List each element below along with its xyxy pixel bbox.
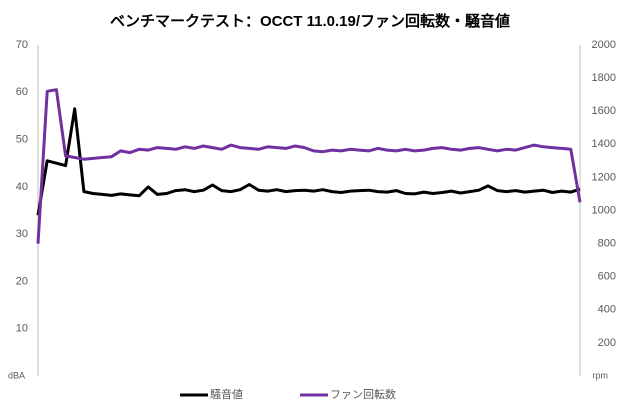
y-tick-label: 20	[16, 275, 28, 287]
y-tick-label: 60	[16, 86, 28, 98]
y2-tick-label: 800	[598, 238, 616, 250]
line-series	[36, 88, 582, 244]
y2-tick-label: 400	[598, 304, 616, 316]
line-series	[36, 107, 581, 216]
y-tick-label: 30	[16, 228, 28, 240]
chart-title: ベンチマークテスト：OCCT 11.0.19/ファン回転数・騒音値	[110, 12, 510, 30]
y-tick-label: 50	[16, 133, 28, 145]
y-tick-label: 70	[16, 39, 28, 51]
legend-label: ファン回転数	[330, 388, 396, 401]
y-tick-label: 10	[16, 323, 28, 335]
y2-tick-label: 1000	[592, 204, 616, 216]
y2-tick-label: 1400	[592, 138, 616, 150]
y-axis-label: dBA	[8, 370, 25, 380]
y-tick-label: 40	[16, 181, 28, 193]
y2-tick-label: 1800	[592, 72, 616, 84]
y2-tick-label: 200	[598, 337, 616, 349]
y2-tick-label: 1600	[592, 105, 616, 117]
y2-axis-label: rpm	[593, 370, 609, 380]
y2-tick-label: 1200	[592, 171, 616, 183]
y2-tick-label: 2000	[592, 39, 616, 51]
legend-label: 騒音値	[210, 387, 243, 401]
y2-tick-label: 600	[598, 271, 616, 283]
